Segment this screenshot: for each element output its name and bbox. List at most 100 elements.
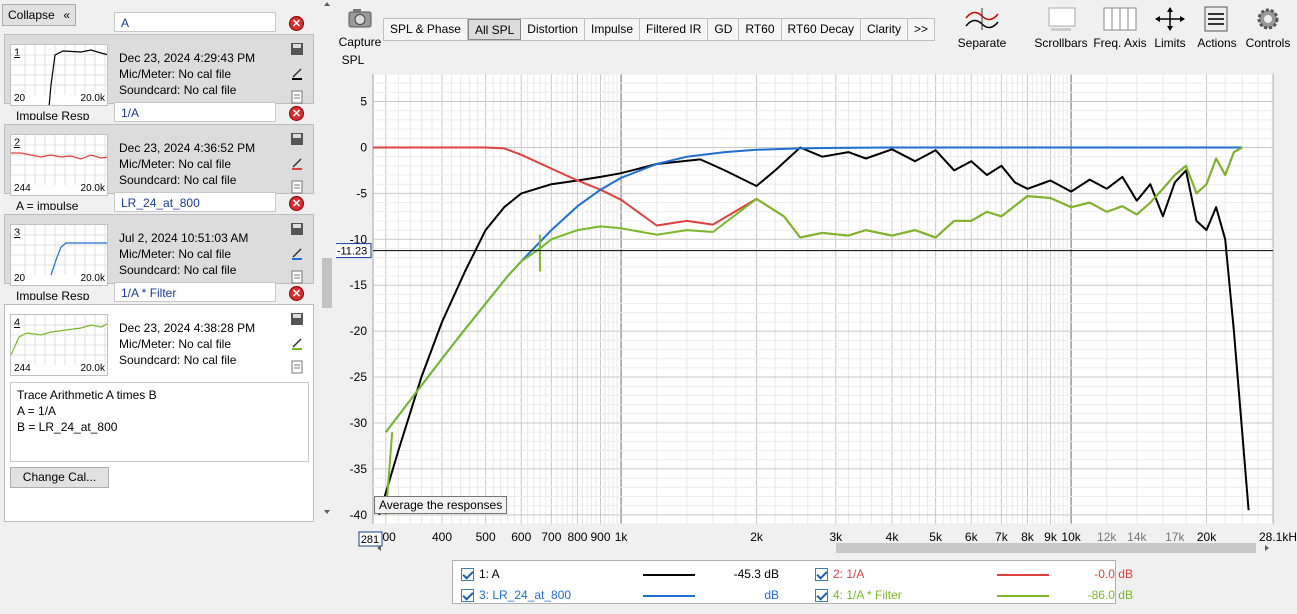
limits-button[interactable]: Limits [1150, 6, 1190, 50]
actions-button[interactable]: Actions [1196, 6, 1238, 50]
trace-thumbnail[interactable]: 4 244 20.0k [10, 314, 108, 376]
trace-name-field[interactable]: LR_24_at_800 [114, 192, 276, 212]
y-tick-label: -30 [350, 416, 368, 430]
y-tick-label: -15 [350, 278, 368, 292]
x-tick-label: 12k [1097, 530, 1117, 544]
scroll-down-arrow-icon[interactable] [324, 510, 330, 514]
pen-icon[interactable] [290, 156, 304, 170]
legend-checkbox[interactable] [461, 567, 474, 581]
controls-button[interactable]: Controls [1242, 6, 1294, 50]
change-cal-button[interactable]: Change Cal... [10, 467, 109, 488]
x-tick-label: 9k [1044, 530, 1058, 544]
legend-value: -45.3 dB [733, 567, 779, 581]
x-tick-label: 3k [829, 530, 843, 544]
tab-clarity[interactable]: Clarity [861, 19, 909, 40]
thumb-max-freq: 20.0k [80, 363, 105, 374]
series-line[interactable] [385, 146, 1243, 433]
thumbnail-curve [11, 225, 107, 276]
capture-button[interactable]: Capture [338, 6, 382, 49]
trace-arithmetic-info: Trace Arithmetic A times B A = 1/A B = L… [10, 382, 309, 462]
legend-label: 4: 1/A * Filter [833, 588, 902, 602]
button-label: Actions [1197, 36, 1237, 50]
tab-all-spl[interactable]: All SPL [467, 19, 522, 40]
legend-item[interactable]: 2: 1/A [815, 567, 864, 581]
thumb-max-freq: 20.0k [80, 93, 105, 104]
trace-number: 3 [14, 227, 21, 239]
trace-thumbnail[interactable]: 2 244 20.0k [10, 134, 108, 196]
legend-checkbox[interactable] [815, 567, 828, 581]
trace-thumbnail[interactable]: 3 20 20.0k [10, 224, 108, 286]
pen-icon[interactable] [290, 246, 304, 260]
thumb-min-freq: 244 [14, 363, 31, 374]
collapse-button[interactable]: Collapse « [2, 4, 76, 26]
scrollbars-icon [1032, 6, 1090, 32]
legend-item[interactable]: 3: LR_24_at_800 [461, 588, 571, 602]
freq-axis-button[interactable]: Freq. Axis [1092, 6, 1148, 50]
x-tick-label: 6k [965, 530, 979, 544]
legend-item[interactable]: 4: 1/A * Filter [815, 588, 902, 602]
arithmetic-line: Trace Arithmetic A times B [17, 388, 157, 402]
save-icon[interactable] [290, 312, 304, 326]
freq-axis-icon [1092, 6, 1148, 32]
notes-icon[interactable] [290, 360, 304, 374]
legend-label: 2: 1/A [833, 567, 865, 581]
trace-date: Dec 23, 2024 4:29:43 PM [119, 51, 256, 65]
notes-icon[interactable] [290, 270, 304, 284]
tab-impulse[interactable]: Impulse [585, 19, 641, 40]
save-icon[interactable] [290, 132, 304, 146]
x-tick-label: 900 [590, 530, 610, 544]
trace-name-field[interactable]: A [114, 12, 276, 32]
tab-gd[interactable]: GD [708, 19, 740, 40]
remove-trace-icon[interactable]: ✕ [289, 106, 304, 121]
notes-icon[interactable] [290, 180, 304, 194]
frequency-scrollbar[interactable] [374, 541, 1272, 555]
arithmetic-line: A = 1/A [17, 404, 57, 418]
save-icon[interactable] [290, 42, 304, 56]
trace-soundcard: Soundcard: No cal file [119, 173, 237, 187]
separate-button[interactable]: Separate [956, 6, 1008, 50]
scrollbars-button[interactable]: Scrollbars [1032, 6, 1090, 50]
more-tabs-button[interactable]: >> [914, 22, 929, 36]
trace-soundcard: Soundcard: No cal file [119, 263, 237, 277]
button-label: Separate [957, 36, 1007, 50]
trace-name-field[interactable]: 1/A * Filter [114, 282, 276, 302]
series-line[interactable] [378, 146, 1250, 516]
x-tick-label: 800 [567, 530, 587, 544]
y-tick-label: -20 [350, 324, 368, 338]
scroll-thumb[interactable] [322, 258, 332, 308]
remove-trace-icon[interactable]: ✕ [289, 196, 304, 211]
trace-date: Jul 2, 2024 10:51:03 AM [119, 231, 249, 245]
legend-value: -86.0 dB [1087, 588, 1133, 602]
legend-checkbox[interactable] [815, 588, 828, 602]
tab-spl-phase[interactable]: SPL & Phase [384, 19, 468, 40]
thumb-max-freq: 20.0k [80, 183, 105, 194]
x-tick-label: 700 [541, 530, 561, 544]
scroll-thumb[interactable] [836, 543, 1256, 553]
legend-checkbox[interactable] [461, 588, 474, 602]
save-icon[interactable] [290, 222, 304, 236]
tab-distortion[interactable]: Distortion [521, 19, 585, 40]
notes-icon[interactable] [290, 90, 304, 104]
button-label: Scrollbars [1034, 36, 1088, 50]
legend-item[interactable]: 1: A [461, 567, 500, 581]
trace-list-scrollbar[interactable] [320, 0, 334, 520]
trace-name-field[interactable]: 1/A [114, 102, 276, 122]
y-axis-label: SPL [342, 53, 365, 67]
remove-trace-icon[interactable]: ✕ [289, 286, 304, 301]
tab-rt60[interactable]: RT60 [739, 19, 782, 40]
scroll-up-arrow-icon[interactable] [324, 2, 330, 6]
pen-icon[interactable] [290, 66, 304, 80]
tab-rt60-decay[interactable]: RT60 Decay [782, 19, 861, 40]
trace-thumbnail[interactable]: 1 20 20.0k [10, 44, 108, 106]
scroll-left-arrow-icon[interactable] [377, 545, 381, 551]
tab-filtered-ir[interactable]: Filtered IR [640, 19, 709, 40]
x-tick-label: 4k [886, 530, 900, 544]
thumbnail-curve [11, 45, 107, 105]
pen-icon[interactable] [290, 336, 304, 350]
scroll-right-arrow-icon[interactable] [1265, 545, 1269, 551]
x-tick-label: 17k [1165, 530, 1185, 544]
remove-trace-icon[interactable]: ✕ [289, 16, 304, 31]
thumb-max-freq: 20.0k [80, 273, 105, 284]
controls-icon [1242, 6, 1294, 32]
